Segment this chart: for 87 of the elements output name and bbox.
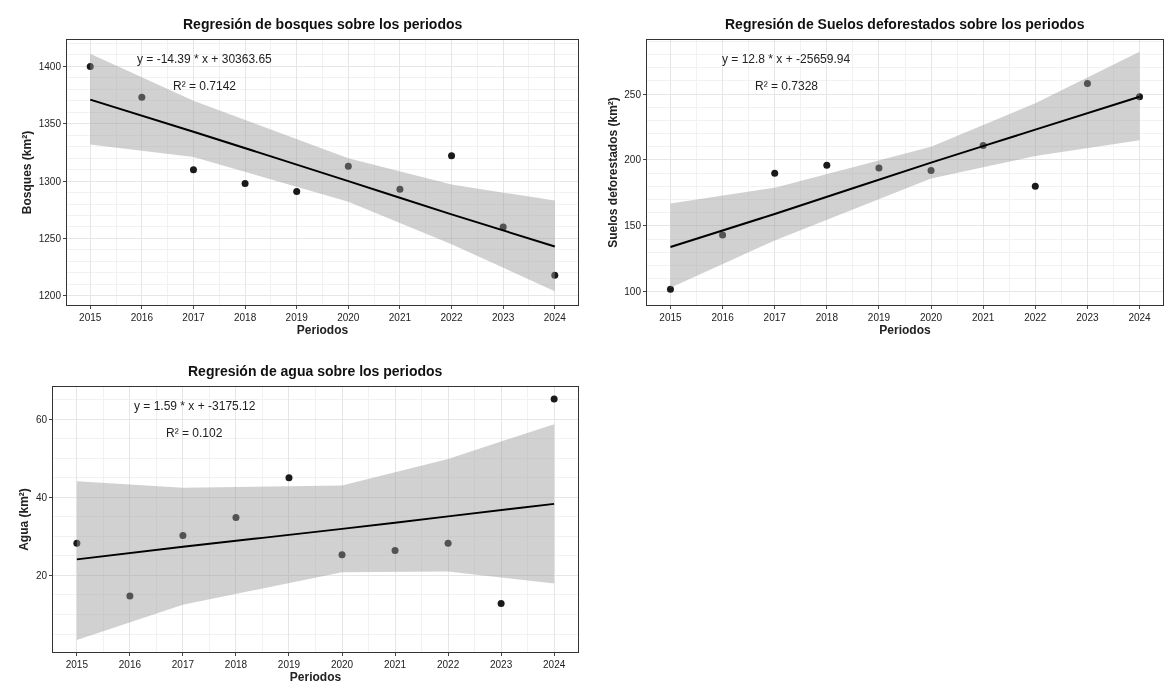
point — [551, 271, 559, 279]
annotation: y = 1.59 * x + -3175.12 — [134, 399, 256, 413]
y-tick-label: 200 — [624, 154, 642, 166]
point — [138, 93, 146, 101]
point — [875, 164, 883, 172]
y-axis-title: Bosques (km²) — [20, 130, 35, 215]
x-tick-label: 2024 — [543, 312, 567, 323]
annotation: R² = 0.7328 — [755, 79, 819, 93]
x-axis-title: Periodos — [296, 323, 349, 337]
y-tick-label: 1400 — [38, 60, 62, 72]
point — [293, 187, 301, 195]
point — [719, 231, 727, 239]
point — [189, 166, 197, 174]
point — [179, 532, 187, 540]
x-tick-label: 2016 — [118, 659, 142, 670]
x-tick-label: 2018 — [815, 312, 839, 323]
annotation: y = -14.39 * x + 30363.65 — [137, 52, 273, 66]
y-tick-label: 100 — [624, 286, 642, 298]
x-tick-label: 2018 — [233, 312, 257, 323]
x-tick-label: 2015 — [79, 312, 102, 323]
point — [1083, 80, 1091, 88]
x-tick-label: 2020 — [919, 312, 943, 323]
chart-title: Regresión de agua sobre los periodos — [188, 363, 443, 379]
point — [232, 514, 240, 522]
x-tick-label: 2021 — [383, 659, 407, 670]
x-tick-label: 2022 — [436, 659, 460, 670]
y-tick-label: 250 — [624, 88, 642, 100]
x-tick-label: 2024 — [1128, 312, 1152, 323]
x-axis-title: Periodos — [289, 670, 342, 684]
x-tick-label: 2021 — [388, 312, 412, 323]
x-tick-label: 2022 — [440, 312, 464, 323]
point — [666, 285, 674, 293]
x-tick-label: 2018 — [224, 659, 248, 670]
point — [391, 546, 399, 554]
x-tick-label: 2016 — [711, 312, 735, 323]
x-tick-label: 2023 — [489, 659, 513, 670]
line-series — [669, 95, 1141, 248]
x-tick-label: 2019 — [867, 312, 891, 323]
x-tick-label: 2021 — [972, 312, 995, 323]
point — [126, 592, 134, 600]
x-tick-label: 2017 — [171, 659, 195, 670]
y-tick-label: 1350 — [38, 118, 62, 130]
y-tick-label: 1250 — [38, 232, 62, 244]
point — [448, 152, 456, 160]
point — [344, 162, 352, 170]
x-tick-label: 2023 — [1076, 312, 1099, 323]
point — [1031, 182, 1039, 190]
x-tick-label: 2019 — [285, 312, 309, 323]
y-axis-title: Suelos deforestados (km²) — [605, 97, 620, 248]
point — [823, 161, 831, 169]
y-tick-label: 40 — [35, 491, 48, 503]
x-tick-label: 2015 — [65, 659, 89, 670]
point — [396, 185, 404, 193]
point — [86, 62, 94, 70]
line-series — [75, 502, 556, 561]
x-tick-label: 2017 — [182, 312, 206, 323]
x-tick-label: 2020 — [330, 659, 354, 670]
y-tick-label: 20 — [35, 569, 48, 581]
x-tick-label: 2022 — [1024, 312, 1047, 323]
chart-title: Regresión de Suelos deforestados sobre los periodos — [725, 16, 1085, 32]
y-axis-title: Agua (km²) — [17, 488, 32, 551]
y-tick-label: 60 — [35, 413, 48, 425]
x-tick-label: 2024 — [543, 659, 566, 670]
annotation: R² = 0.102 — [166, 426, 223, 440]
x-axis-title: Periodos — [879, 323, 931, 337]
point — [444, 539, 452, 547]
y-tick-label: 150 — [624, 220, 642, 232]
x-tick-label: 2023 — [492, 312, 515, 323]
x-tick-label: 2017 — [763, 312, 787, 323]
point — [550, 395, 558, 403]
y-tick-label: 1200 — [38, 290, 62, 302]
point — [497, 600, 505, 608]
x-tick-label: 2016 — [130, 312, 154, 323]
point — [241, 179, 249, 187]
y-tick-label: 1300 — [38, 175, 62, 187]
x-tick-label: 2020 — [337, 312, 360, 323]
x-tick-label: 2015 — [659, 312, 683, 323]
point — [927, 167, 935, 175]
annotation: y = 12.8 * x + -25659.94 — [722, 52, 851, 66]
point — [285, 474, 293, 482]
point — [338, 551, 346, 559]
point — [73, 539, 81, 547]
annotation: R² = 0.7142 — [173, 79, 237, 93]
point — [771, 169, 779, 177]
chart-title: Regresión de bosques sobre los periodos — [183, 16, 463, 32]
line-series — [89, 98, 556, 248]
x-tick-label: 2019 — [277, 659, 301, 670]
